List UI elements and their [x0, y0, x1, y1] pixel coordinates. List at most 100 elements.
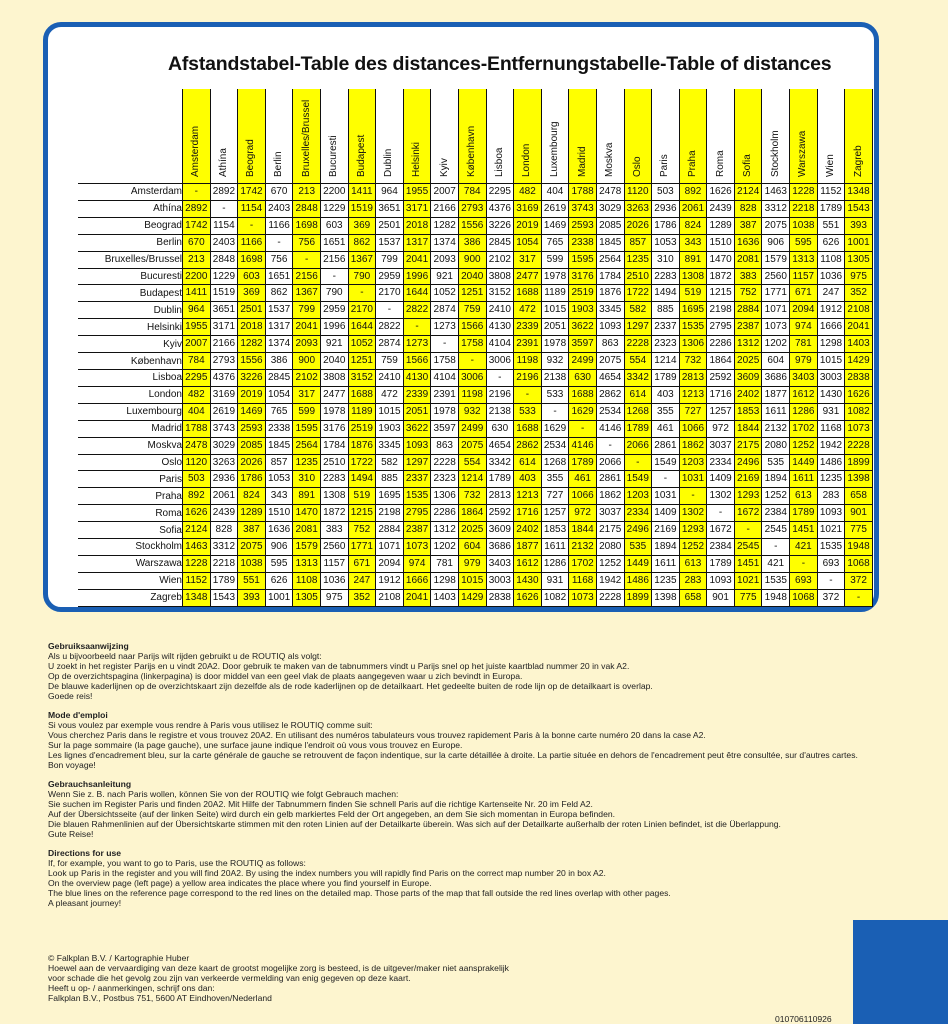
distance-cell: 2124 — [733, 183, 762, 201]
distance-cell: 1021 — [733, 572, 762, 590]
distance-cell: 613 — [678, 555, 707, 573]
distance-cell: 1644 — [402, 284, 431, 303]
distance-cell: 472 — [513, 301, 542, 320]
distance-cell: 1788 — [568, 183, 597, 201]
distance-cell: 595 — [264, 555, 293, 573]
distance-cell: 1302 — [706, 487, 735, 506]
distance-cell: 2041 — [844, 318, 873, 337]
distance-cell: 310 — [292, 470, 321, 489]
distance-cell: - — [678, 487, 707, 506]
distance-cell: 1595 — [292, 420, 321, 438]
distance-cell: 1367 — [347, 251, 376, 269]
distance-cell: 2403 — [264, 200, 293, 218]
column-header-label: Helsinki — [411, 141, 423, 177]
distance-cell: 247 — [347, 572, 376, 590]
distance-cell: 2094 — [789, 301, 818, 320]
distance-cell: 1082 — [844, 403, 873, 421]
distance-cell: 1789 — [623, 420, 652, 438]
table-row: Athína 2892-1154 2403 2848 1229 1519 3651 3171 2… — [78, 200, 873, 218]
distance-cell: 4104 — [485, 335, 514, 354]
distance-cell: 1313 — [292, 555, 321, 573]
column-header-label: Moskva — [604, 142, 616, 177]
distance-cell: 599 — [540, 251, 569, 269]
instruction-line: Sur la page sommaire (la page gauche), u… — [48, 740, 463, 750]
distance-cell: 3808 — [319, 369, 349, 387]
distance-cell: 2026 — [237, 454, 266, 472]
distance-cell: 2387 — [733, 318, 762, 337]
distance-cell: 1052 — [430, 284, 459, 303]
distance-cell: 614 — [623, 386, 652, 404]
distance-cell: 1876 — [595, 284, 624, 303]
distance-cell: 1031 — [651, 487, 680, 506]
distance-cell: 2838 — [844, 369, 873, 387]
distance-cell: 2593 — [568, 217, 597, 235]
distance-cell: 1463 — [761, 183, 790, 201]
distance-cell: 2795 — [706, 318, 735, 337]
distance-cell: 3029 — [595, 200, 624, 218]
distance-cell: 535 — [623, 538, 652, 556]
distance-cell: 2402 — [513, 521, 542, 540]
distance-cell: 1845 — [264, 437, 293, 455]
distance-cell: 1612 — [513, 555, 542, 573]
distance-cell: 1978 — [430, 403, 459, 421]
distance-cell: 604 — [761, 352, 790, 370]
distance-cell: 3226 — [237, 369, 266, 387]
distance-cell: 2339 — [513, 318, 542, 337]
column-header-label: Beograd — [245, 139, 257, 177]
distance-cell: 2228 — [623, 335, 652, 354]
distance-cell: 626 — [816, 234, 845, 252]
distance-cell: 2093 — [292, 335, 321, 354]
distance-cell: 2007 — [430, 183, 459, 201]
distance-cell: 1845 — [595, 234, 624, 252]
distance-cell: 1348 — [844, 183, 873, 201]
distance-cell: 1549 — [623, 470, 652, 489]
distance-cell: 732 — [678, 352, 707, 370]
distance-cell: 2501 — [237, 301, 266, 320]
distance-cell: 1955 — [402, 183, 431, 201]
distance-cell: 727 — [678, 403, 707, 421]
distance-cell: 1189 — [540, 284, 569, 303]
distance-cell: 1198 — [513, 352, 542, 370]
distance-cell: 2075 — [761, 217, 790, 235]
distance-cell: 2198 — [706, 301, 735, 320]
usage-instructions: Gebruiksaanwijzing Als u bijvoorbeeld naa… — [48, 641, 878, 917]
distance-cell: 1894 — [761, 470, 790, 489]
distance-cell: - — [706, 504, 735, 523]
distance-cell: 1409 — [651, 504, 680, 523]
distance-cell: 2066 — [623, 437, 652, 455]
distance-cell: 1695 — [678, 301, 707, 320]
distance-cell: 2402 — [733, 386, 762, 404]
distance-cell: 2075 — [237, 538, 266, 556]
distance-cell: 2218 — [209, 555, 238, 573]
distance-cell: 2166 — [430, 200, 459, 218]
column-header: Moskva — [595, 89, 624, 184]
distance-cell: 1519 — [209, 284, 238, 303]
distance-cell: 693 — [816, 555, 845, 573]
distance-cell: 670 — [182, 234, 211, 252]
distance-cell: 2026 — [623, 217, 652, 235]
distance-cell: 3037 — [595, 504, 624, 523]
distance-cell: 2884 — [733, 301, 762, 320]
distance-cell: 2534 — [540, 437, 569, 455]
distance-cell: 1297 — [402, 454, 431, 472]
distance-table-body: Amsterdam -2892 1742 670 213 2200 1411 964 1955 2… — [78, 183, 873, 607]
footer-line: Falkplan B.V., Postbus 751, 5600 AT Eind… — [48, 993, 272, 1003]
distance-cell: 2510 — [623, 268, 652, 286]
distance-cell: 2510 — [319, 454, 349, 472]
distance-cell: 2478 — [595, 183, 624, 201]
distance-cell: 1152 — [182, 572, 211, 590]
column-header-label: Roma — [714, 150, 726, 177]
distance-cell: 1758 — [457, 335, 487, 354]
distance-cell: 1535 — [761, 572, 790, 590]
instruction-line: Goede reis! — [48, 691, 93, 701]
distance-cell: 2477 — [319, 386, 349, 404]
distance-cell: 1742 — [182, 217, 211, 235]
distance-cell: - — [292, 251, 321, 269]
column-header: London — [513, 89, 542, 184]
distance-cell: 2198 — [375, 504, 404, 523]
distance-cell: 1486 — [816, 454, 845, 472]
distance-cell: 1001 — [264, 589, 293, 607]
instruction-line: Die blauen Rahmenlinien auf der Übersich… — [48, 819, 781, 829]
distance-cell: 2403 — [209, 234, 238, 252]
distance-cell: 1494 — [651, 284, 680, 303]
